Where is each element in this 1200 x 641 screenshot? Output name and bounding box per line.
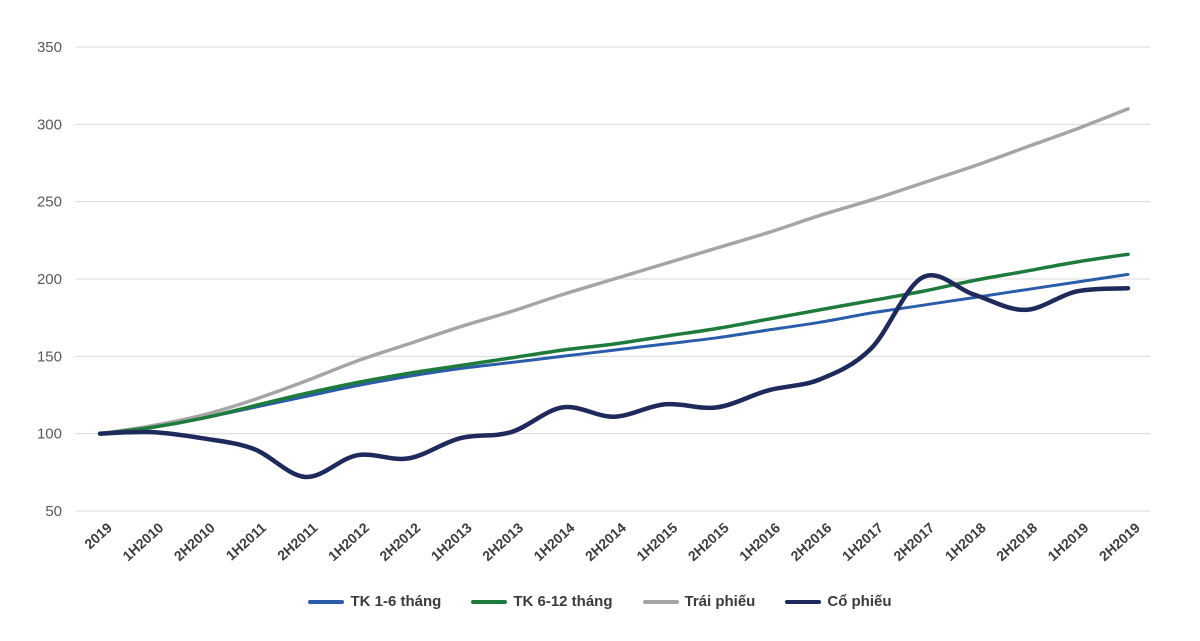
legend-label: TK 6-12 tháng	[513, 593, 613, 610]
legend-line-swatch-trai-phieu	[642, 599, 679, 604]
y-axis-label-200: 200	[37, 271, 62, 288]
legend-line-swatch-tk-1-6-thang	[308, 599, 345, 604]
legend-line-swatch-co-phieu	[785, 599, 822, 604]
x-axis-label-2h2014: 2H2014	[582, 519, 629, 564]
y-axis-label-150: 150	[37, 348, 62, 365]
legend-item-tk-6-12-thang[interactable]: TK 6-12 tháng	[471, 593, 613, 610]
series-line-tk-6-12-thang	[98, 252, 1130, 436]
x-axis-label-2h2013: 2H2013	[479, 519, 526, 564]
legend-label: Cổ phiếu	[827, 593, 892, 610]
x-axis-label-2h2018: 2H2018	[993, 519, 1040, 564]
x-axis-label-1h2014: 1H2014	[530, 519, 577, 564]
legend-item-co-phieu[interactable]: Cổ phiếu	[785, 593, 892, 610]
x-axis-label-2h2011: 2H2011	[274, 519, 321, 563]
legend-line-swatch-tk-6-12-thang	[471, 599, 508, 604]
y-axis-label-350: 350	[37, 39, 62, 56]
chart-legend: TK 1-6 tháng TK 6-12 tháng Trái phiếu Cổ ph…	[0, 593, 1200, 610]
y-axis-label-100: 100	[37, 426, 62, 443]
x-axis-label-2h2012: 2H2012	[376, 519, 423, 564]
x-axis-label-1h2018: 1H2018	[942, 519, 989, 564]
y-axis-label-50: 50	[45, 503, 62, 520]
series-line-trai-phieu	[98, 107, 1130, 436]
x-axis-label-2h2010: 2H2010	[171, 519, 218, 564]
x-axis-label-2h2016: 2H2016	[787, 519, 834, 564]
x-axis-label-1h2015: 1H2015	[633, 519, 680, 564]
y-axis-label-250: 250	[37, 194, 62, 211]
x-axis-label-1h2019: 1H2019	[1044, 519, 1091, 564]
legend-label: Trái phiếu	[684, 593, 756, 610]
series-line-co-phieu	[97, 273, 1131, 480]
series-line-tk-1-6-thang	[98, 272, 1130, 436]
x-axis-label-2h2017: 2H2017	[890, 519, 937, 564]
x-axis-label-1h2011: 1H2011	[223, 519, 270, 563]
legend-item-tk-1-6-thang[interactable]: TK 1-6 tháng	[308, 593, 441, 610]
x-axis-label-2h2019: 2H2019	[1096, 519, 1143, 564]
legend-label: TK 1-6 tháng	[350, 593, 442, 610]
x-axis-label-2h2015: 2H2015	[685, 519, 732, 564]
legend-item-trai-phieu[interactable]: Trái phiếu	[642, 593, 756, 610]
x-axis-label-2019: 2019	[81, 519, 115, 552]
x-axis-label-1h2017: 1H2017	[839, 519, 886, 564]
x-axis-label-1h2013: 1H2013	[428, 519, 475, 564]
x-axis-label-1h2012: 1H2012	[325, 519, 372, 564]
x-axis-label-1h2010: 1H2010	[119, 519, 166, 564]
x-axis-label-1h2016: 1H2016	[736, 519, 783, 564]
y-axis-label-300: 300	[37, 116, 62, 133]
